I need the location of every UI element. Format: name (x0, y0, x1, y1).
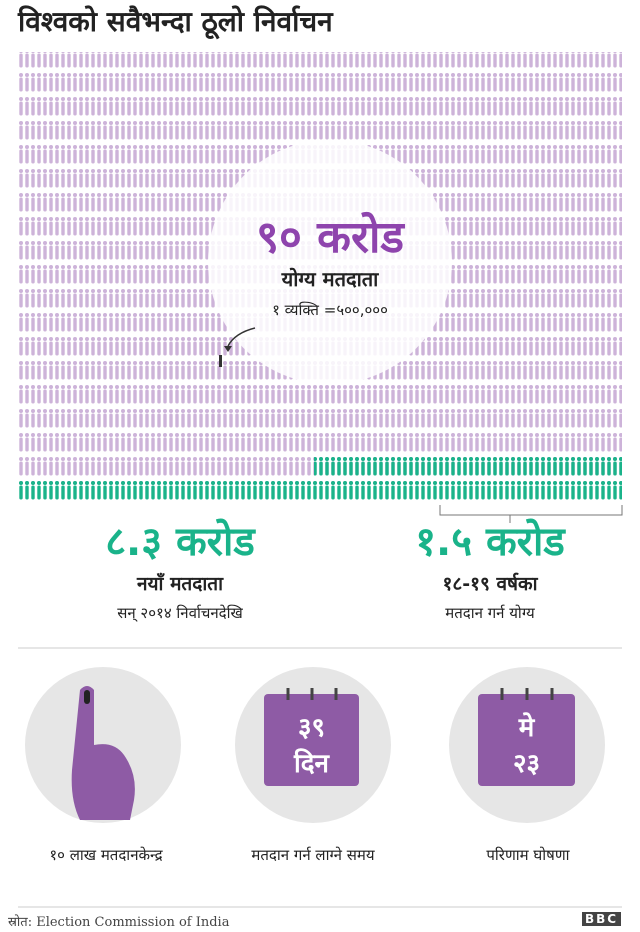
calendar-top: ३९ (297, 713, 326, 743)
headline-label: योग्य मतदाता (281, 267, 379, 291)
stat-number: १.५ करोड (415, 519, 565, 565)
people-green (18, 476, 622, 500)
calendar-top: मे (518, 713, 535, 743)
fact-label: १० लाख मतदानकेन्द्र (49, 846, 163, 864)
stat-number: ८.३ करोड (105, 519, 255, 565)
calendar-bottom: २३ (512, 749, 541, 779)
person-icon (219, 355, 222, 367)
highlight-circle (208, 140, 452, 384)
title: विश्वको सवैभन्दा ठूलो निर्वाचन (18, 5, 333, 38)
calendar-icon (264, 694, 359, 786)
source: स्रोत: Election Commission of India (8, 915, 230, 930)
calendar-bottom: दिन (294, 749, 329, 779)
people-green (314, 452, 622, 476)
calendar-icon (478, 694, 575, 786)
logo: BBC (582, 912, 622, 926)
fact-label: मतदान गर्न लाग्ने समय (251, 846, 375, 864)
ink-mark (84, 690, 90, 704)
calendar-rings (286, 688, 554, 700)
fact-label: परिणाम घोषणा (486, 846, 570, 864)
arrow-head (224, 346, 232, 352)
stat-label: नयाँ मतदाता (136, 573, 224, 595)
headline-number: ९० करोड (256, 212, 404, 263)
stat-label: १८-१९ वर्षका (442, 573, 538, 595)
arrow (227, 327, 256, 347)
key: १ व्यक्ति =५००,००० (272, 301, 388, 319)
bracket (439, 505, 623, 523)
stat-note: सन् २०१४ निर्वाचनदेखि (117, 604, 243, 622)
finger-icon (71, 686, 135, 820)
stat-note: मतदान गर्न योग्य (445, 604, 535, 622)
